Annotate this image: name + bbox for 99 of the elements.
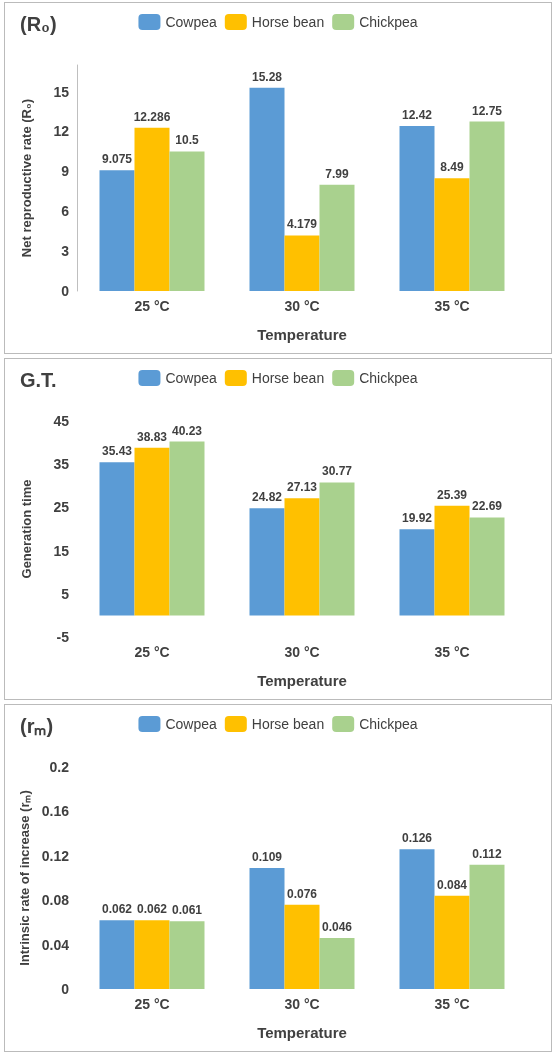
legend-label: Chickpea [359, 370, 418, 386]
bar [249, 87, 285, 291]
legend-label: Cowpea [165, 716, 218, 732]
y-axis-title: Generation time [19, 479, 34, 579]
data-label: 0.084 [436, 877, 468, 892]
x-tick-label: 30 °C [284, 644, 320, 660]
x-tick-label: 35 °C [434, 996, 470, 1012]
bar [319, 482, 355, 616]
y-tick-label: 0 [61, 283, 70, 299]
bar [399, 849, 435, 989]
chart-title: G.T. [20, 369, 57, 391]
data-label: 22.69 [471, 499, 503, 514]
legend-label: Horse bean [251, 14, 325, 30]
data-label: 0.062 [101, 902, 133, 917]
chart-title: (rₘ) [20, 715, 54, 737]
legend-label: Horse bean [251, 370, 325, 386]
bar [169, 441, 205, 616]
legend-label: Horse bean [251, 716, 325, 732]
x-tick-label: 30 °C [284, 298, 320, 314]
data-label: 40.23 [171, 423, 203, 438]
x-tick-label: 25 °C [134, 298, 170, 314]
x-tick-label: 35 °C [434, 298, 470, 314]
y-axis-title: Intrinsic rate of increase (rₘ) [16, 790, 32, 966]
y-tick-label: 12 [53, 123, 70, 140]
bar [399, 125, 435, 291]
x-axis-title: Temperature [257, 672, 347, 689]
data-label: 0.046 [321, 919, 353, 934]
data-label: 9.075 [101, 152, 133, 167]
bar [469, 864, 505, 989]
bar [434, 895, 470, 989]
data-label: 8.49 [440, 160, 464, 175]
y-tick-label: 9 [61, 163, 70, 180]
data-label: 7.99 [325, 166, 349, 181]
y-tick-label: 45 [53, 413, 70, 429]
x-tick-label: 30 °C [284, 996, 320, 1012]
x-tick-label: 25 °C [134, 644, 170, 660]
y-axis-title: Net reproductive rate (R₀) [19, 98, 34, 258]
y-tick-label: 6 [61, 203, 70, 220]
bar [284, 904, 320, 989]
data-label: 27.13 [286, 480, 318, 495]
x-axis-title: Temperature [257, 1024, 347, 1041]
legend-label: Cowpea [165, 14, 218, 30]
data-label: 30.77 [321, 464, 353, 479]
data-label: 0.126 [401, 831, 433, 846]
bar [284, 498, 320, 616]
data-label: 25.39 [436, 487, 468, 502]
bar [134, 447, 170, 616]
y-tick-label: 5 [61, 585, 70, 602]
bar [169, 151, 205, 291]
y-tick-label: 0.16 [41, 803, 70, 820]
data-label: 4.179 [286, 217, 318, 232]
data-label: 0.112 [472, 846, 503, 861]
data-label: 19.92 [401, 511, 433, 526]
data-label: 0.076 [286, 886, 318, 901]
data-label: 10.5 [175, 133, 199, 148]
bar [469, 121, 505, 291]
data-label: 0.061 [171, 903, 203, 918]
bar [99, 462, 135, 616]
bar [434, 505, 470, 616]
x-tick-label: 25 °C [134, 996, 170, 1012]
y-tick-label: 35 [53, 456, 70, 473]
data-label: 12.75 [471, 103, 503, 118]
y-tick-label: 0.04 [41, 936, 70, 953]
y-tick-label: 0.08 [41, 892, 70, 909]
bar [319, 937, 355, 989]
bar [169, 921, 205, 989]
data-label: 0.109 [251, 850, 283, 865]
data-label: 15.28 [251, 69, 283, 84]
bar [134, 920, 170, 989]
data-label: 24.82 [251, 490, 283, 505]
data-label: 0.062 [136, 902, 168, 917]
bar [99, 170, 135, 291]
y-tick-label: 15 [53, 542, 70, 559]
bar [399, 529, 435, 616]
y-tick-label: 0.12 [41, 847, 70, 864]
bar [434, 178, 470, 291]
data-label: 38.83 [136, 429, 168, 444]
bar [319, 184, 355, 291]
data-label: 12.286 [133, 109, 171, 124]
bar [249, 508, 285, 616]
chart-title: (R₀) [20, 13, 57, 35]
bar [469, 517, 505, 616]
y-tick-label: 0.2 [49, 759, 70, 775]
bar [284, 235, 320, 291]
legend-label: Cowpea [165, 370, 218, 386]
legend-label: Chickpea [359, 14, 418, 30]
data-label: 12.42 [401, 107, 433, 122]
y-tick-label: 3 [61, 243, 70, 260]
y-tick-label: 15 [53, 83, 70, 100]
bar [99, 920, 135, 989]
data-label: 35.43 [101, 444, 133, 459]
y-tick-label: -5 [56, 629, 70, 645]
bar [134, 127, 170, 291]
x-tick-label: 35 °C [434, 644, 470, 660]
legend-label: Chickpea [359, 716, 418, 732]
bar [249, 868, 285, 989]
y-tick-label: 0 [61, 981, 70, 997]
y-tick-label: 25 [53, 499, 70, 516]
x-axis-title: Temperature [257, 326, 347, 343]
